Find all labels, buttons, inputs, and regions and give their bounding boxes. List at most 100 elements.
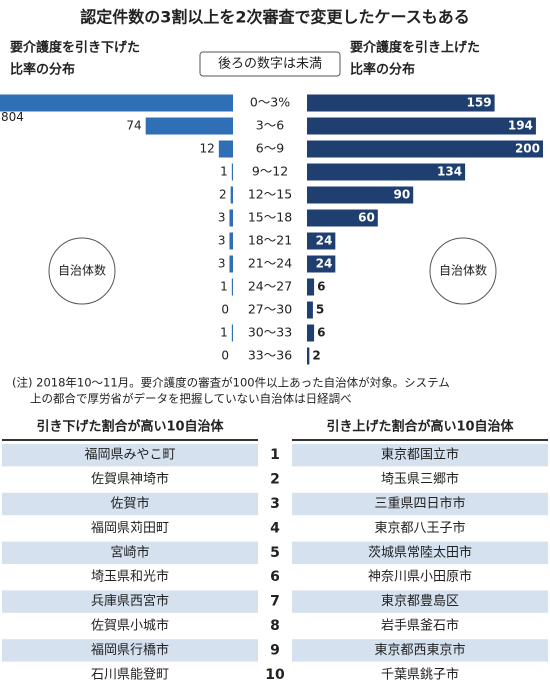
cell: 埼玉県三郷市 <box>381 471 459 487</box>
value-label: 134 <box>437 165 462 179</box>
cell: 東京都八王子市 <box>374 520 465 536</box>
row-band <box>2 541 258 564</box>
cell: 三重県四日市市 <box>374 496 465 512</box>
bar <box>218 140 233 158</box>
center-note: 後ろの数字は未満 <box>218 57 322 72</box>
value-label: 0 <box>221 349 229 363</box>
rank: 1 <box>270 447 280 463</box>
cell: 神奈川県小田原市 <box>368 569 472 585</box>
value-label: 159 <box>467 96 492 110</box>
row-band <box>2 444 258 467</box>
category-label: 6〜9 <box>256 141 284 156</box>
cell: 東京都国立市 <box>381 447 459 463</box>
category-label: 18〜21 <box>248 233 292 248</box>
bar <box>307 232 336 250</box>
bar <box>231 324 233 342</box>
value-label: 24 <box>316 257 333 271</box>
category-label: 0〜3% <box>250 95 290 110</box>
cell: 佐賀県神埼市 <box>91 471 169 487</box>
bar <box>307 255 336 273</box>
row-band <box>2 492 258 516</box>
bar <box>145 117 233 135</box>
value-label: 200 <box>515 142 540 156</box>
cell: 兵庫県西宮市 <box>91 593 169 609</box>
category-label: 9〜12 <box>252 164 288 179</box>
cell: 石川県能登町 <box>91 667 169 682</box>
value-label: 6 <box>317 326 325 340</box>
cell: 宮崎市 <box>110 544 149 560</box>
value-label: 3 <box>218 257 226 271</box>
row-band <box>292 590 548 613</box>
chart-title: 認定件数の3割以上を2次審査で変更したケースもある <box>80 8 469 27</box>
cell: 福岡県みやこ町 <box>84 448 175 463</box>
rank: 9 <box>270 642 280 658</box>
category-label: 27〜30 <box>248 302 292 317</box>
row-band <box>2 639 258 662</box>
bar <box>229 209 233 227</box>
value-label: 5 <box>316 303 324 317</box>
row-band <box>292 639 548 662</box>
bar <box>307 278 315 296</box>
category-label: 30〜33 <box>248 325 292 340</box>
category-label: 3〜6 <box>256 118 284 133</box>
category-label: 21〜24 <box>248 256 292 271</box>
bar <box>231 163 233 181</box>
bar <box>307 140 543 158</box>
note: (注) 2018年10〜11月。要介護度の審査が100件以上あった自治体が対象。… <box>12 376 450 390</box>
cell: 茨城県常陸太田市 <box>368 544 472 560</box>
unit-label: 自治体数 <box>58 263 106 278</box>
value-label: 90 <box>393 188 410 202</box>
value-label: 2 <box>312 349 320 363</box>
cell: 岩手県釜石市 <box>381 618 459 634</box>
cell: 福岡県行橋市 <box>91 642 169 658</box>
bar <box>307 209 378 227</box>
bar <box>307 94 495 112</box>
cell: 埼玉県和光市 <box>91 569 169 585</box>
rank: 6 <box>270 569 280 585</box>
cell: 東京都豊島区 <box>381 593 459 609</box>
bar <box>307 117 536 135</box>
bar <box>307 301 313 319</box>
table-header: 引き上げた割合が高い10自治体 <box>326 419 514 435</box>
bar <box>307 347 310 365</box>
bar <box>0 94 233 112</box>
rank: 2 <box>270 472 280 488</box>
cell: 東京都西東京市 <box>374 642 465 658</box>
value-label: 3 <box>218 234 226 248</box>
value-label: 60 <box>358 211 375 225</box>
value-label: 2 <box>219 188 227 202</box>
rank: 4 <box>270 520 280 536</box>
rank: 10 <box>265 667 285 683</box>
value-label: 3 <box>218 211 226 225</box>
bar <box>307 163 466 181</box>
row-band <box>292 541 548 564</box>
cell: 佐賀県小城市 <box>91 618 169 634</box>
header-rule <box>292 439 548 441</box>
cell: 佐賀市 <box>110 496 149 512</box>
value-label: 804 <box>1 110 24 124</box>
value-label: 6 <box>317 280 325 294</box>
cell: 千葉県銚子市 <box>381 666 459 682</box>
bar <box>307 186 414 204</box>
value-label: 12 <box>200 142 215 156</box>
right-label: 要介護度を引き上げた <box>350 40 480 56</box>
table: 引き下げた割合が高い10自治体 引き上げた割合が高い10自治体 <box>2 419 548 441</box>
table-header: 引き下げた割合が高い10自治体 <box>36 419 224 435</box>
bar <box>229 232 233 250</box>
value-label: 1 <box>220 326 228 340</box>
unit-circle <box>429 237 497 305</box>
unit-circle <box>48 237 116 305</box>
cell: 福岡県苅田町 <box>91 521 169 536</box>
category-label: 15〜18 <box>248 210 292 225</box>
category-label: 33〜36 <box>248 348 292 363</box>
value-label: 1 <box>220 165 228 179</box>
category-label: 12〜15 <box>248 187 292 202</box>
right-label: 比率の分布 <box>350 62 415 78</box>
rank: 3 <box>270 496 280 512</box>
bar <box>307 324 315 342</box>
header-rule <box>2 439 258 441</box>
rank: 5 <box>270 545 280 561</box>
category-label: 24〜27 <box>248 279 292 294</box>
